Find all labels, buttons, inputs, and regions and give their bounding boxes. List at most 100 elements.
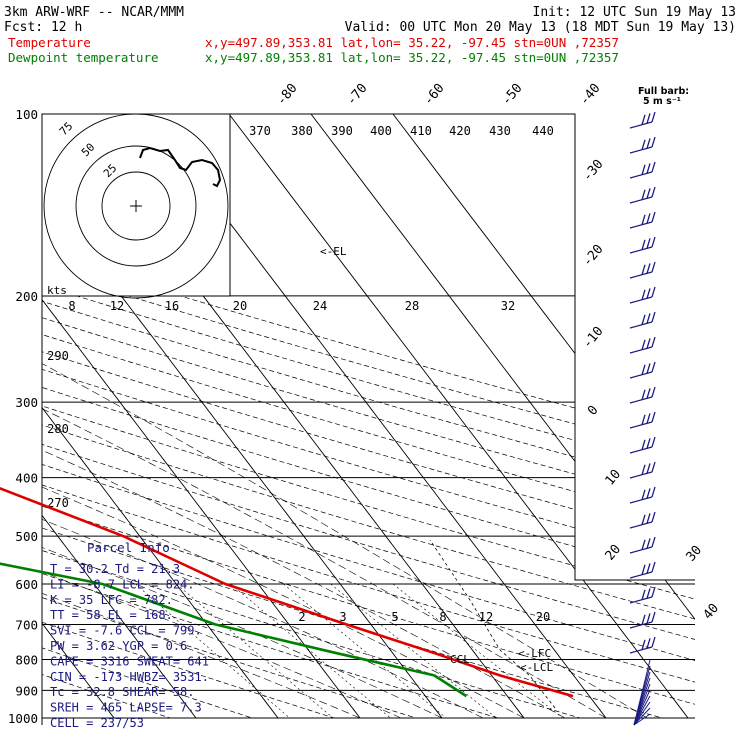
hodograph-speed-label: 32 [501, 299, 515, 313]
wind-barb-staff [629, 121, 653, 129]
wind-barb-flag [641, 364, 646, 375]
moist-adiabat-line [42, 295, 443, 719]
wind-barb-staff [629, 571, 653, 579]
theta-label: 380 [291, 124, 313, 138]
wind-barb-flag [651, 436, 656, 448]
pressure-tick-label: 200 [15, 289, 38, 304]
wind-barb-flag [651, 286, 656, 298]
parcel-row: K = 35 LFC = 782. [50, 593, 173, 607]
el-marker: <-EL [320, 245, 347, 258]
wind-barb-flag [651, 186, 656, 198]
wind-barb-flag [646, 463, 651, 474]
moist-adiabat-line [42, 295, 361, 719]
wind-barb-flag [646, 413, 651, 424]
wind-barb-flag [646, 638, 651, 649]
wind-barb-staff [629, 221, 653, 229]
ccl-marker: CCL [450, 653, 470, 666]
header-model: 3km ARW-WRF -- NCAR/MMM [4, 5, 184, 20]
wind-barb-flag [651, 511, 656, 523]
isotherm-line [64, 114, 525, 719]
wind-barb-flag [646, 238, 651, 249]
sounding-profiles [0, 486, 574, 709]
theta-label: 280 [47, 422, 69, 436]
moist-adiabat-line [42, 295, 484, 719]
mixing-ratio-label: 5 [391, 610, 398, 624]
parcel-row: TT = 58 EL = 168. [50, 608, 173, 622]
theta-label: 400 [370, 124, 392, 138]
wind-barb-staff [629, 371, 653, 379]
wind-barb-staff [629, 546, 653, 554]
mixing-ratio-line [230, 583, 391, 719]
wind-barb-flag [646, 388, 651, 399]
wind-barb-staff [629, 521, 653, 529]
wind-barb-flag [641, 314, 646, 325]
moist-adiabat-line [42, 295, 607, 719]
mixing-ratio-label: 2 [298, 610, 305, 624]
wind-barb-flag [641, 414, 646, 425]
wind-barb-flag [641, 564, 646, 575]
wind-barb-flag [641, 614, 646, 625]
pressure-tick-label: 900 [15, 683, 38, 698]
wind-barb-flag [651, 536, 656, 548]
wind-barb-flag [641, 539, 646, 550]
wind-barb-flag [651, 161, 656, 173]
parcel-row: LI = -8.7 LCL = 824. [50, 577, 195, 591]
pressure-tick-label: 300 [15, 395, 38, 410]
wind-barb-staff [633, 701, 651, 726]
wind-barb-flag [646, 338, 651, 349]
wind-barb-flag [641, 439, 646, 450]
isotherm-label: 10 [603, 467, 625, 489]
mixing-ratio-label: 8 [439, 610, 446, 624]
moist-adiabat-line [42, 295, 566, 719]
theta-label: 370 [249, 124, 271, 138]
legend-temperature: Temperature [8, 35, 91, 50]
wind-barb-flag [646, 213, 651, 224]
isotherm-label: -30 [580, 157, 607, 185]
wind-barb-flag [641, 514, 646, 525]
wind-barb-flag [651, 311, 656, 323]
wind-barb-flag [641, 164, 646, 175]
hodograph-trace [139, 146, 222, 188]
parcel-row: CELL = 237/53 [50, 716, 144, 730]
wind-barb-staff [629, 346, 653, 354]
wind-barb-flag [646, 538, 651, 549]
theta-label: 440 [532, 124, 554, 138]
wind-barb-flag [651, 236, 656, 248]
wind-barb-flag [641, 114, 646, 125]
wind-barb-flag [641, 639, 646, 650]
wind-barb-flag [646, 263, 651, 274]
theta-label: 390 [331, 124, 353, 138]
hodo-kts-label: kts [47, 284, 67, 297]
dry-adiabat-line [42, 114, 335, 719]
wind-barb-flag [651, 561, 656, 573]
wind-barb-flag [651, 386, 656, 398]
wind-barb-flag [646, 188, 651, 199]
wind-barb-staff [629, 646, 653, 654]
header-init: Init: 12 UTC Sun 19 May 13 [533, 5, 737, 20]
wind-barb-flag [646, 313, 651, 324]
wind-barb-flag [641, 389, 646, 400]
wind-barb-staff [629, 596, 653, 604]
parcel-title: Parcel Info [87, 540, 170, 555]
pressure-tick-label: 400 [15, 471, 38, 486]
parcel-row: SREH = 465 LAPSE= 7.3 [50, 701, 202, 715]
dry-adiabat-line [42, 114, 695, 719]
dry-adiabat-line [42, 114, 695, 719]
wind-barb-flag [641, 189, 646, 200]
dry-adiabat-line [42, 114, 695, 719]
wind-barb-staff [633, 713, 651, 726]
wind-barb-staff [629, 321, 653, 329]
pressure-tick-label: 100 [15, 107, 38, 122]
mixing-ratio-line [392, 583, 563, 719]
hodograph-speed-label: 24 [313, 299, 327, 313]
dry-adiabat-line [42, 114, 417, 719]
mixing-ratio-label: 3 [339, 610, 346, 624]
isotherm-label: -80 [274, 81, 301, 109]
wind-barb-flag [646, 513, 651, 524]
temperature-profile [0, 486, 574, 698]
isotherm-label: -20 [580, 242, 607, 270]
lfc-marker: <-LFC [518, 647, 551, 660]
dry-adiabat-line [42, 114, 695, 719]
diagram-grid [42, 114, 695, 719]
